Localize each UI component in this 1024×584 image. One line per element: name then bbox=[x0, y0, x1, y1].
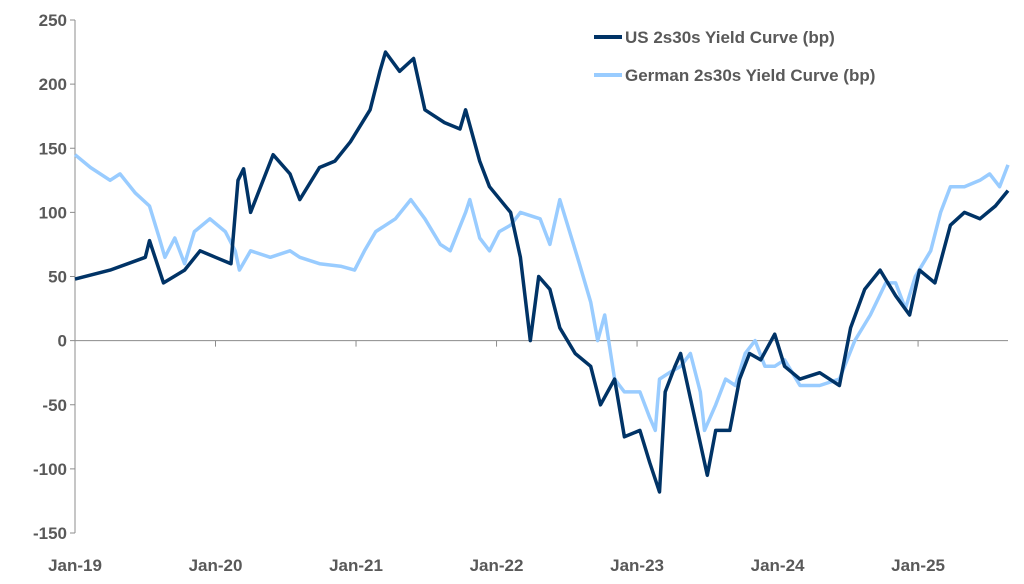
y-tick-label: 0 bbox=[58, 332, 67, 351]
x-tick-label: Jan-22 bbox=[470, 556, 524, 575]
x-tick-label: Jan-21 bbox=[329, 556, 383, 575]
y-tick-label: 250 bbox=[39, 11, 67, 30]
german-2s30s-line bbox=[73, 153, 1010, 433]
x-tick-label: Jan-19 bbox=[48, 556, 102, 575]
x-axis: Jan-19 Jan-20 Jan-21 Jan-22 Jan-23 Jan-24 Jan-… bbox=[48, 340, 1008, 575]
y-tick-label: 200 bbox=[39, 75, 67, 94]
x-tick-label: Jan-23 bbox=[610, 556, 664, 575]
legend-label: German 2s30s Yield Curve (bp) bbox=[625, 66, 875, 85]
y-tick-label: 50 bbox=[48, 268, 67, 287]
y-axis: -150 -100 -50 0 50 100 150 200 250 bbox=[33, 11, 76, 543]
y-tick-label: -50 bbox=[42, 396, 67, 415]
y-tick-label: -100 bbox=[33, 460, 67, 479]
legend-label: US 2s30s Yield Curve (bp) bbox=[625, 28, 835, 47]
x-tick-label: Jan-24 bbox=[751, 556, 805, 575]
y-tick-label: -150 bbox=[33, 524, 67, 543]
y-tick-label: 150 bbox=[39, 139, 67, 158]
series-lines bbox=[73, 50, 1010, 494]
y-tick-label: 100 bbox=[39, 203, 67, 222]
x-tick-label: Jan-20 bbox=[189, 556, 243, 575]
us-2s30s-line bbox=[74, 50, 1010, 494]
legend: US 2s30s Yield Curve (bp) German 2s30s Yi… bbox=[594, 28, 875, 85]
x-tick-label: Jan-25 bbox=[891, 556, 945, 575]
